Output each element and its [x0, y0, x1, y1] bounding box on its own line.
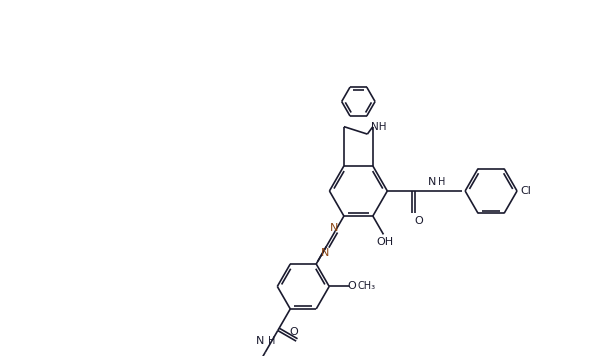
Text: O: O [348, 281, 356, 291]
Text: CH₃: CH₃ [358, 281, 376, 291]
Text: H: H [268, 336, 275, 346]
Text: OH: OH [376, 237, 393, 247]
Text: N: N [429, 177, 436, 187]
Text: NH: NH [371, 122, 386, 132]
Text: O: O [290, 327, 298, 337]
Text: N: N [256, 336, 264, 346]
Text: N: N [330, 223, 338, 233]
Text: H: H [438, 177, 445, 187]
Text: O: O [415, 216, 423, 226]
Text: Cl: Cl [520, 186, 531, 196]
Text: N: N [321, 248, 330, 258]
